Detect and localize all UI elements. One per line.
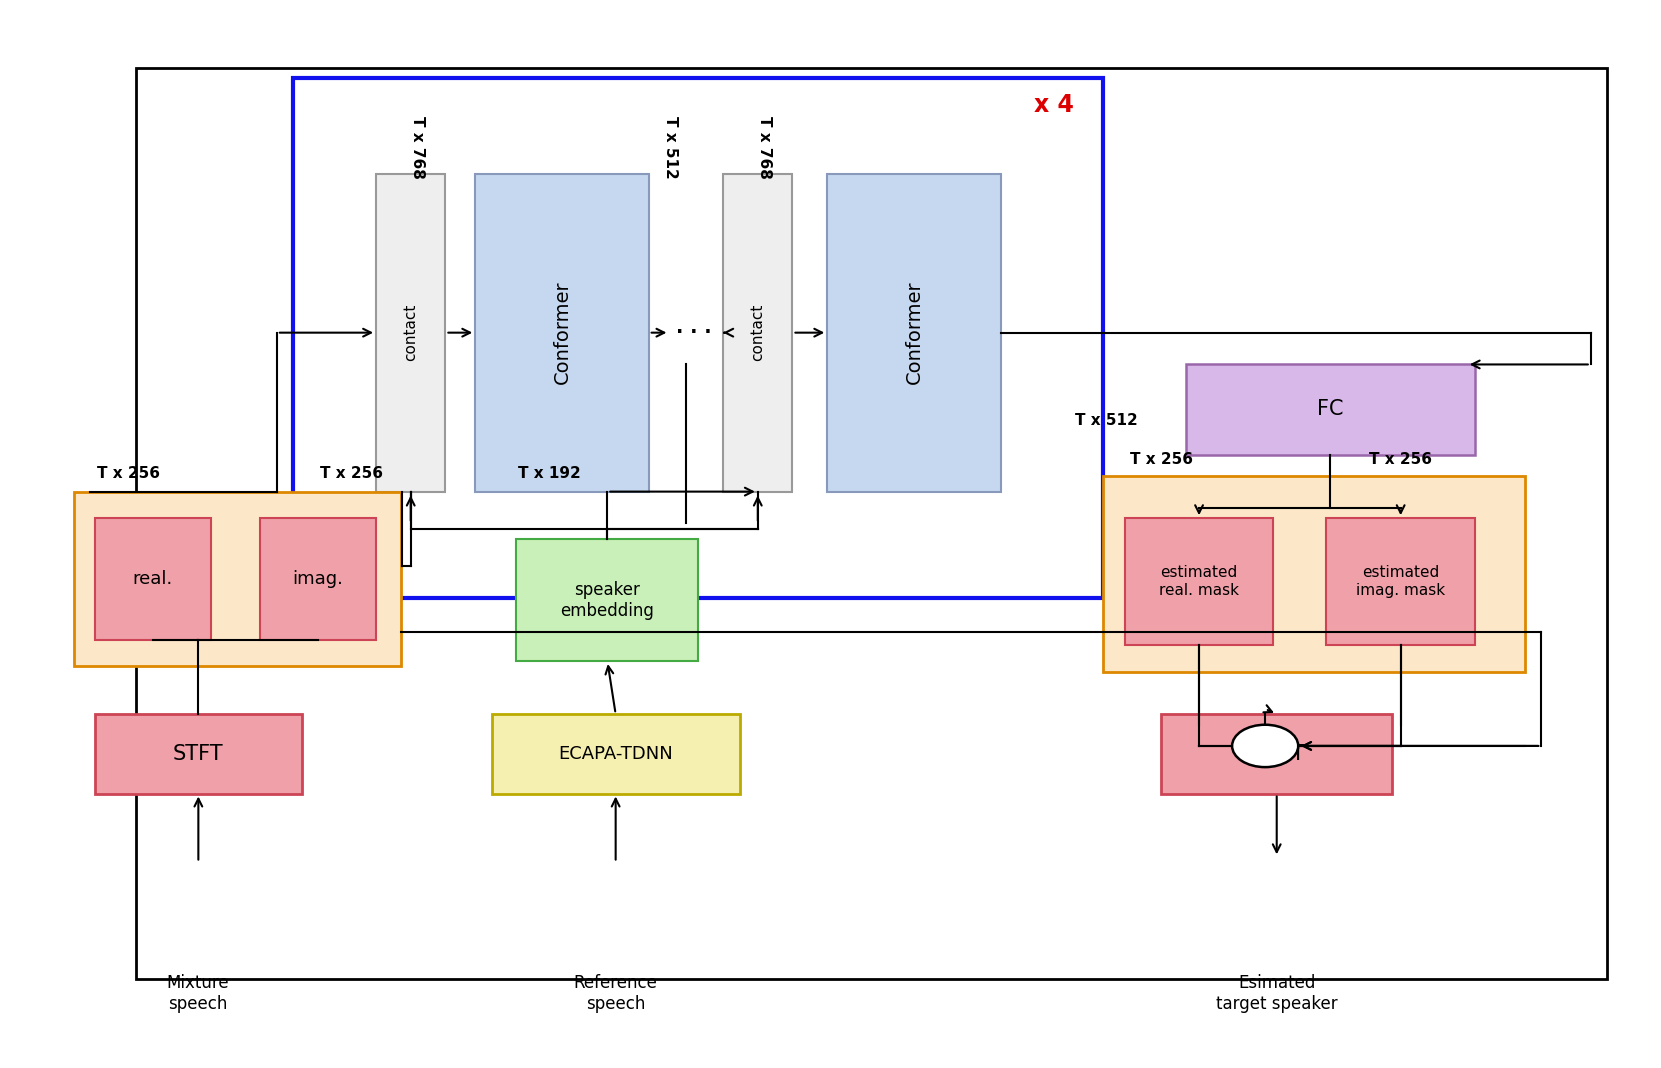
FancyBboxPatch shape [1186,364,1475,455]
Text: Conformer: Conformer [553,281,571,384]
FancyBboxPatch shape [827,174,1000,491]
FancyBboxPatch shape [1325,518,1475,645]
FancyBboxPatch shape [261,518,375,640]
Text: real.: real. [133,570,173,588]
FancyBboxPatch shape [492,714,739,794]
Text: iSTFT: iSTFT [1249,744,1306,764]
Text: T x 192: T x 192 [518,466,581,481]
FancyBboxPatch shape [95,518,211,640]
FancyBboxPatch shape [375,174,445,491]
FancyBboxPatch shape [517,539,698,661]
Text: estimated
imag. mask: estimated imag. mask [1355,565,1445,598]
Text: T x 768: T x 768 [410,115,425,178]
FancyBboxPatch shape [475,174,649,491]
FancyBboxPatch shape [723,174,792,491]
Text: T x 256: T x 256 [1369,452,1432,467]
Text: T x 256: T x 256 [319,466,382,481]
Text: Conformer: Conformer [905,281,924,384]
Text: Mixture
speech: Mixture speech [166,974,229,1012]
Text: ECAPA-TDNN: ECAPA-TDNN [558,744,673,763]
Text: imag.: imag. [292,570,344,588]
Text: Reference
speech: Reference speech [573,974,658,1012]
FancyBboxPatch shape [1124,518,1274,645]
Text: STFT: STFT [173,744,224,764]
Text: Esimated
target speaker: Esimated target speaker [1216,974,1337,1012]
Circle shape [1232,725,1299,767]
FancyBboxPatch shape [1161,714,1392,794]
Text: contact: contact [751,304,766,361]
Text: estimated
real. mask: estimated real. mask [1159,565,1239,598]
FancyBboxPatch shape [95,714,302,794]
FancyBboxPatch shape [73,491,400,666]
Text: x 4: x 4 [1033,93,1073,116]
Text: contact: contact [404,304,419,361]
Text: · · ·: · · · [676,324,713,342]
Text: T x 768: T x 768 [757,115,772,178]
Text: FC: FC [1317,399,1344,420]
Text: speaker
embedding: speaker embedding [560,581,654,619]
Text: T x 256: T x 256 [1129,452,1193,467]
Text: T x 512: T x 512 [663,115,678,178]
FancyBboxPatch shape [1103,475,1525,672]
Text: T x 512: T x 512 [1075,413,1138,428]
Text: T x 256: T x 256 [96,466,159,481]
